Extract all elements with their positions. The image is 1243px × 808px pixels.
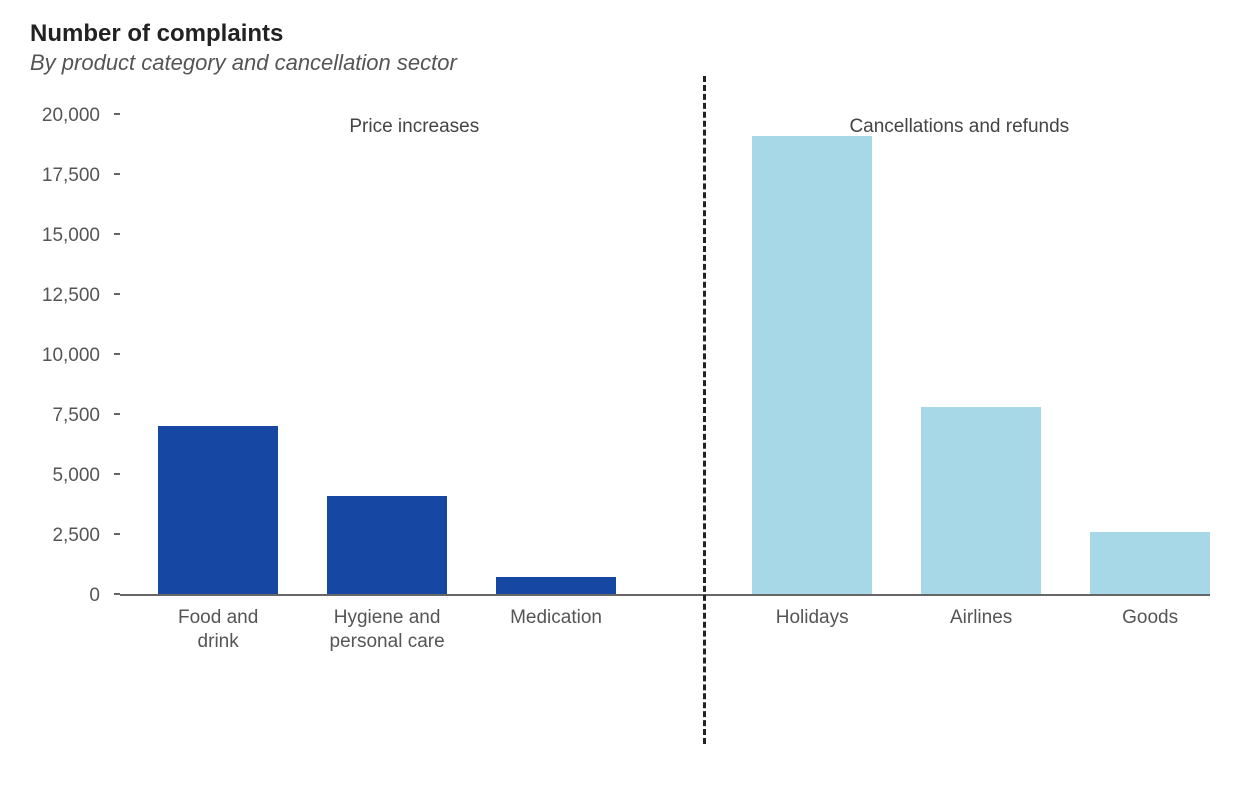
y-tick-mark [114, 173, 120, 175]
bar [752, 136, 872, 594]
x-tick-label: Food and drink [158, 606, 278, 654]
bars-layer [120, 116, 1210, 594]
y-tick-label: 17,500 [30, 165, 100, 187]
bar [1090, 532, 1210, 594]
x-tick-label: Airlines [921, 606, 1041, 630]
y-tick-mark [114, 293, 120, 295]
y-axis: 02,5005,0007,50010,00012,50015,00017,500… [30, 116, 110, 596]
x-axis-labels: Food and drink Hygiene and personal care M… [120, 596, 1210, 736]
y-tick-mark [114, 473, 120, 475]
bar [496, 577, 616, 594]
y-tick-label: 15,000 [30, 225, 100, 247]
chart-title: Number of complaints [30, 20, 1213, 48]
x-tick-label: Hygiene and personal care [327, 606, 447, 654]
x-tick-label: Holidays [752, 606, 872, 630]
y-tick-label: 10,000 [30, 345, 100, 367]
y-tick-mark [114, 413, 120, 415]
y-tick-label: 5,000 [30, 465, 100, 487]
y-tick-mark [114, 593, 120, 595]
y-tick-label: 12,500 [30, 285, 100, 307]
x-tick-label: Goods [1090, 606, 1210, 630]
bar [921, 407, 1041, 594]
y-tick-label: 7,500 [30, 405, 100, 427]
bar [327, 496, 447, 594]
plot-area: 0 2,500 5,000 7,500 10,000 12,500 15,000 17,500… [30, 116, 1210, 736]
y-tick-label: 2,500 [30, 525, 100, 547]
y-tick-mark [114, 353, 120, 355]
chart-subtitle: By product category and cancellation sec… [30, 50, 1213, 76]
bar [158, 426, 278, 594]
x-tick-label: Medication [496, 606, 616, 630]
y-tick-label: 20,000 [30, 105, 100, 127]
y-tick-mark [114, 533, 120, 535]
y-tick-mark [114, 233, 120, 235]
complaints-bar-chart: Price increasesCancellations and refunds… [30, 116, 1210, 736]
y-tick-label: 0 [30, 585, 100, 607]
plot-body [120, 116, 1210, 596]
y-tick-mark [114, 113, 120, 115]
